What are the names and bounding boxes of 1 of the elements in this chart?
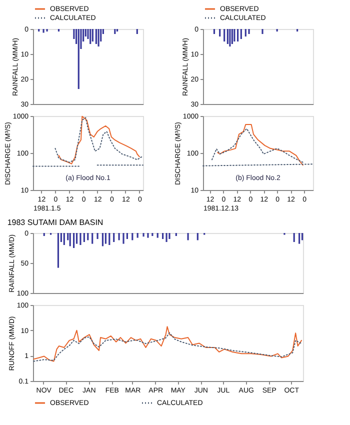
chart-title: 1983 SUTAMI DAM BASIN [7,218,104,227]
